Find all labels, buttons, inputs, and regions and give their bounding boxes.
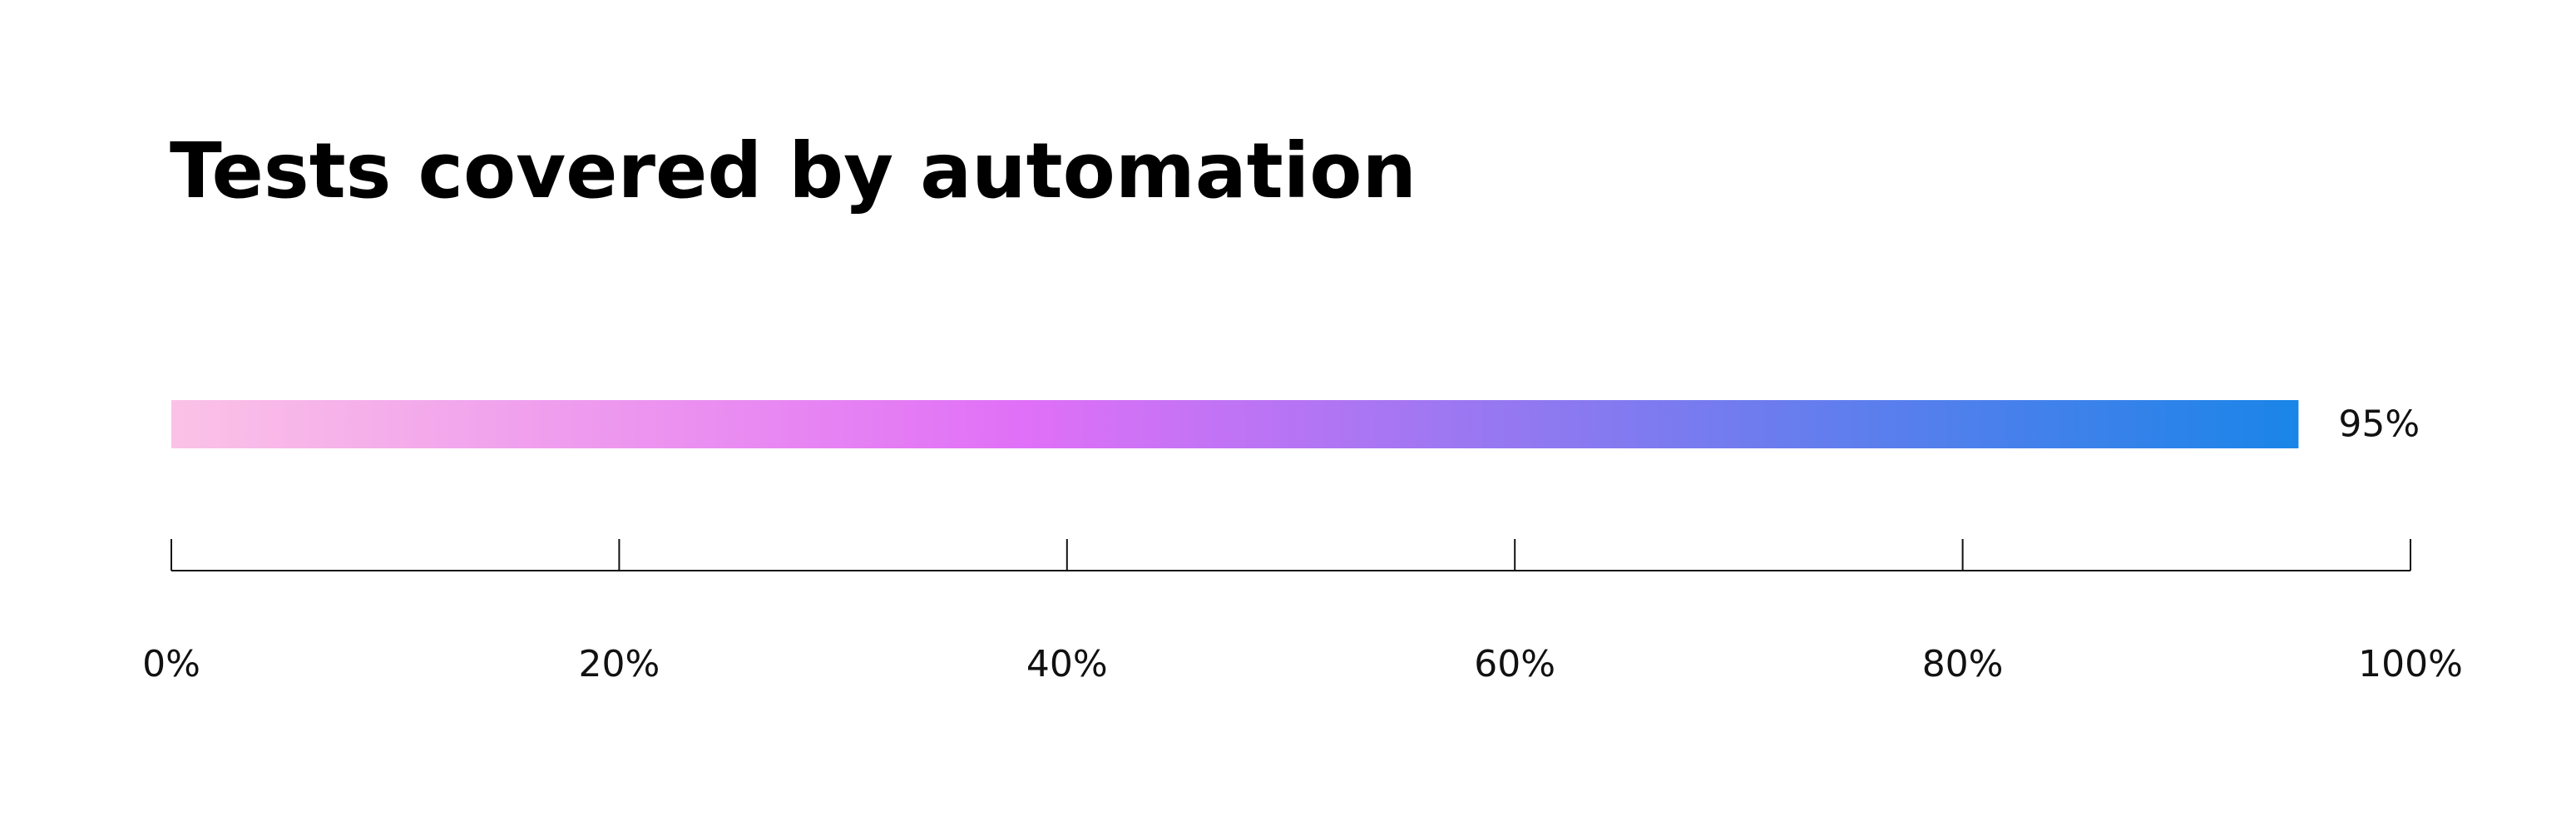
x-tick-label: 20% bbox=[579, 643, 660, 685]
x-axis: 0% 20% 40% 60% 80% 100% bbox=[142, 539, 2463, 685]
x-tick-label: 80% bbox=[1922, 643, 2004, 685]
chart-title: Tests covered by automation bbox=[170, 126, 1417, 215]
bar-data-label: 95% bbox=[2338, 403, 2420, 446]
bars-layer: 95% bbox=[171, 400, 2420, 448]
x-tick-label: 40% bbox=[1026, 643, 1108, 685]
x-tick-label: 0% bbox=[142, 643, 200, 685]
x-tick-label: 60% bbox=[1474, 643, 1555, 685]
bar bbox=[171, 400, 2299, 448]
x-tick-label: 100% bbox=[2358, 643, 2463, 685]
